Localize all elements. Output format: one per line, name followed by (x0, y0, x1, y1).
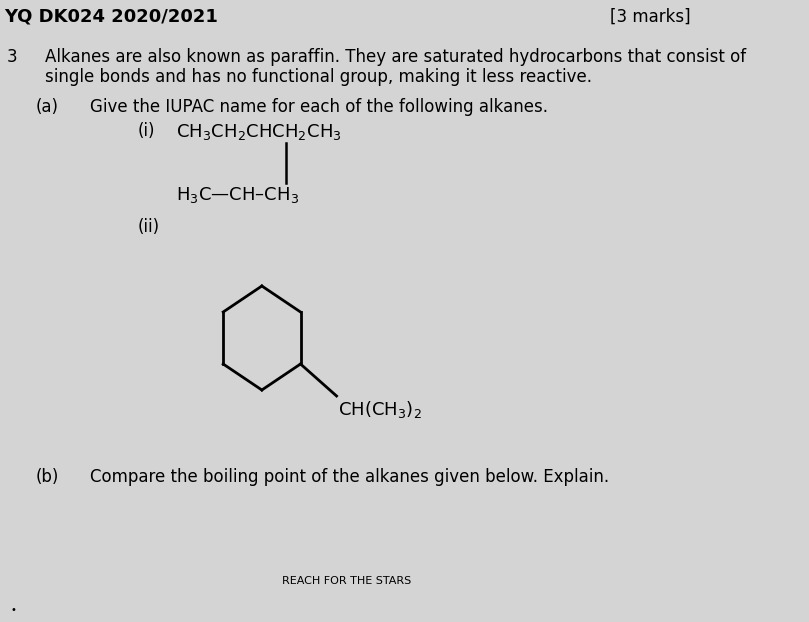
Text: $\mathregular{CH_3CH_2CHCH_2CH_3}$: $\mathregular{CH_3CH_2CHCH_2CH_3}$ (176, 122, 341, 142)
Text: (b): (b) (36, 468, 59, 486)
Text: 3: 3 (6, 48, 18, 66)
Text: YQ DK024 2020/2021: YQ DK024 2020/2021 (4, 8, 218, 26)
Text: $\mathregular{CH(CH_3)_2}$: $\mathregular{CH(CH_3)_2}$ (338, 399, 422, 420)
Text: [3 marks]: [3 marks] (610, 8, 690, 26)
Text: REACH FOR THE STARS: REACH FOR THE STARS (282, 576, 412, 586)
Text: •: • (11, 605, 16, 615)
Text: $\mathregular{H_3C}$—$\mathregular{CH}$–$\mathregular{CH_3}$: $\mathregular{H_3C}$—$\mathregular{CH}$–… (176, 185, 299, 205)
Text: (ii): (ii) (138, 218, 159, 236)
Text: Compare the boiling point of the alkanes given below. Explain.: Compare the boiling point of the alkanes… (90, 468, 609, 486)
Text: (a): (a) (36, 98, 59, 116)
Text: single bonds and has no functional group, making it less reactive.: single bonds and has no functional group… (44, 68, 591, 86)
Text: Alkanes are also known as paraffin. They are saturated hydrocarbons that consist: Alkanes are also known as paraffin. They… (44, 48, 746, 66)
Text: Give the IUPAC name for each of the following alkanes.: Give the IUPAC name for each of the foll… (90, 98, 549, 116)
Text: (i): (i) (138, 122, 155, 140)
